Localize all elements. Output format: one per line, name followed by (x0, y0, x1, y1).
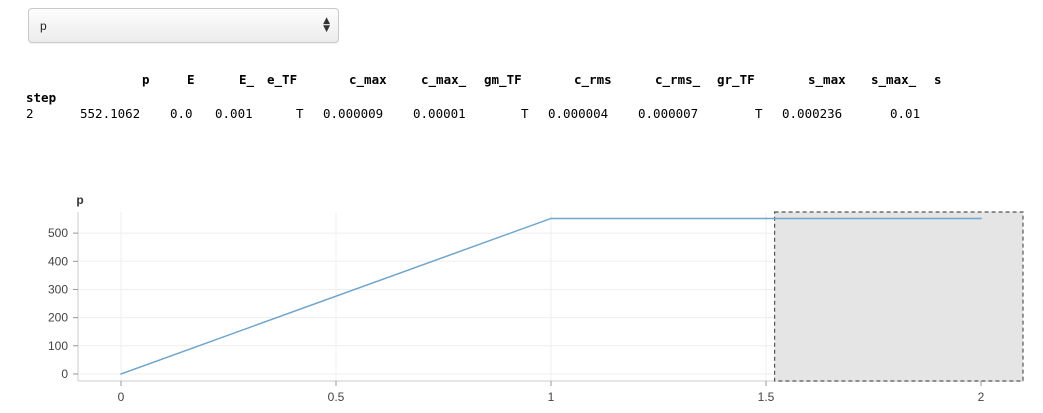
y-tick-label-5: 500 (48, 226, 68, 240)
y-tick-label-3: 300 (48, 282, 68, 296)
y-tick-label-2: 200 (48, 311, 68, 325)
table-cell-gm_TF: T (521, 106, 529, 121)
table-index-name: step (26, 90, 57, 105)
table-cell-p: 552.1062 (80, 106, 141, 121)
table-header-e_TF: e_TF (267, 72, 298, 87)
data-point-2 (765, 217, 767, 220)
table-cell-c_max: 0.000009 (323, 106, 384, 121)
column-select[interactable]: p ▲ ▼ (28, 8, 339, 43)
table-header-c_rms: c_rms (574, 72, 612, 87)
table-cell-E_: 0.001 (215, 106, 253, 121)
y-tick-label-4: 400 (48, 254, 68, 268)
table-cell-c_rms: 0.000004 (548, 106, 609, 121)
table-header-E_: E_ (239, 72, 255, 87)
table-index-value: 2 (26, 106, 34, 121)
table-cell-gr_TF: T (755, 106, 763, 121)
y-tick-label-0: 0 (61, 367, 68, 381)
table-header-gm_TF: gm_TF (484, 72, 522, 87)
table-header-p: p (142, 72, 150, 87)
table-header-E: E (187, 72, 195, 87)
x-tick-label-0: 0 (118, 390, 125, 404)
table-header-s_max: s_max (808, 72, 846, 87)
table-header-gr_TF: gr_TF (717, 72, 755, 87)
table-cell-E: 0.0 (170, 106, 193, 121)
table-header-c_max_: c_max_ (421, 72, 467, 87)
column-select-value: p (40, 19, 47, 33)
table-header-s: s (934, 72, 942, 87)
x-tick-label-3: 1.5 (758, 390, 775, 404)
y-tick-label-1: 100 (48, 339, 68, 353)
data-point-3 (980, 217, 982, 220)
x-tick-label-4: 2 (978, 390, 985, 404)
y-axis-label: p (76, 193, 83, 207)
table-cell-c_max_: 0.00001 (413, 106, 466, 121)
x-tick-label-2: 1 (548, 390, 555, 404)
data-point-1 (550, 217, 552, 220)
selection-brush[interactable] (773, 211, 1024, 382)
x-tick-label-1: 0.5 (328, 390, 345, 404)
table-header-c_max: c_max (349, 72, 387, 87)
line-chart[interactable]: 0 100 200 300 400 500 0 0.5 1 1.5 2 p (0, 190, 1043, 413)
table-cell-s_max_: 0.01 (890, 106, 921, 121)
table-cell-e_TF: T (296, 106, 304, 121)
table-header-s_max_: s_max_ (871, 72, 917, 87)
series-line-0 (120, 217, 981, 375)
table-cell-s_max: 0.000236 (782, 106, 843, 121)
data-point-0 (120, 373, 122, 375)
table-header-c_rms_: c_rms_ (655, 72, 701, 87)
select-arrows-icon: ▲ ▼ (323, 16, 330, 34)
table-cell-c_rms_: 0.000007 (638, 106, 699, 121)
